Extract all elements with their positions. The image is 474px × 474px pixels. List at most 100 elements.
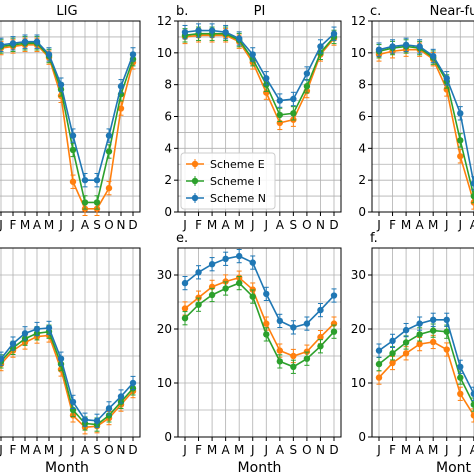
x-tick-label: J — [376, 218, 381, 232]
data-point — [181, 305, 189, 312]
data-point — [208, 27, 216, 34]
series-line — [184, 282, 335, 368]
series-scheme-n — [0, 34, 137, 188]
data-point — [402, 326, 410, 334]
x-tick-label: S — [93, 443, 101, 457]
data-point — [263, 320, 270, 327]
data-point — [470, 180, 474, 187]
y-tick-label: 20 — [157, 322, 172, 336]
data-point — [69, 146, 77, 154]
data-point — [208, 291, 216, 299]
x-tick-label: M — [428, 443, 438, 457]
data-point — [375, 347, 383, 354]
data-point — [290, 363, 297, 370]
y-tick-label: 10 — [351, 46, 366, 60]
data-point — [402, 339, 410, 346]
data-point — [181, 28, 189, 36]
series-line — [378, 48, 474, 204]
x-tick-label: J — [444, 218, 449, 232]
x-tick-label: M — [234, 443, 244, 457]
y-tick-label: 0 — [164, 205, 172, 219]
y-tick-label: 20 — [351, 322, 366, 336]
x-tick-label: A — [276, 218, 285, 232]
series-scheme-e — [181, 28, 338, 131]
y-tick-label: 2 — [164, 173, 172, 187]
data-point — [389, 337, 396, 345]
data-point — [93, 199, 101, 206]
y-tick-label: 4 — [358, 141, 366, 155]
data-point — [33, 325, 41, 333]
y-tick-label: 0 — [164, 430, 172, 444]
data-point — [69, 132, 77, 139]
y-tick-label: 10 — [351, 376, 366, 390]
panel-f: 0102030JFMAMJJASONDMontf. — [351, 231, 474, 474]
y-tick-label: 30 — [157, 268, 172, 282]
data-point — [21, 330, 29, 337]
data-point — [195, 269, 202, 276]
data-point — [443, 328, 450, 335]
data-point — [9, 40, 17, 47]
legend-swatch-marker — [191, 194, 199, 202]
data-point — [235, 279, 243, 287]
data-point — [105, 405, 113, 412]
data-point — [470, 390, 474, 397]
data-point — [129, 51, 137, 58]
y-tick-label: 2 — [358, 173, 366, 187]
series-scheme-i — [375, 323, 474, 412]
y-tick-label: 6 — [358, 110, 366, 124]
data-point — [195, 27, 202, 34]
panel-title: PI — [254, 4, 266, 19]
panel-letter: b. — [176, 4, 188, 19]
x-tick-label: A — [81, 218, 90, 232]
data-point — [330, 30, 338, 37]
data-point — [330, 292, 338, 299]
panel-letter: e. — [176, 231, 188, 246]
data-point — [303, 320, 311, 327]
series-scheme-i — [0, 324, 137, 432]
data-point — [290, 110, 297, 117]
data-point — [181, 315, 189, 322]
data-point — [457, 390, 464, 397]
x-tick-label: N — [316, 218, 325, 232]
y-tick-label: 10 — [157, 46, 172, 60]
legend: Scheme E Scheme I Scheme N — [180, 152, 276, 210]
x-tick-label: J — [250, 443, 255, 457]
data-point — [249, 293, 256, 300]
x-tick-label: F — [195, 443, 202, 457]
data-point — [389, 43, 396, 50]
x-tick-label: S — [290, 443, 298, 457]
data-point — [375, 360, 383, 368]
data-point — [33, 38, 41, 45]
x-tick-label: A — [416, 218, 425, 232]
data-point — [290, 95, 297, 103]
x-tick-label: J — [70, 218, 75, 232]
x-tick-label: J — [376, 443, 381, 457]
axes-frame — [371, 247, 474, 438]
data-point — [317, 306, 324, 314]
x-tick-label: A — [33, 218, 42, 232]
x-tick-label: D — [128, 443, 137, 457]
legend-entry: Scheme I — [186, 175, 261, 188]
data-point — [330, 328, 338, 335]
x-tick-label: N — [117, 218, 126, 232]
x-tick-label: J — [0, 218, 3, 232]
panel-c: 024681012JFMAMJJASONDNear-fuc. — [351, 4, 474, 232]
data-point — [0, 41, 5, 49]
data-point — [181, 279, 189, 287]
data-point — [303, 83, 311, 90]
series-line — [0, 42, 134, 204]
x-tick-label: M — [401, 443, 411, 457]
data-point — [263, 290, 270, 298]
x-tick-label: J — [444, 443, 449, 457]
x-tick-label: J — [58, 443, 63, 457]
data-point — [57, 355, 65, 362]
data-point — [276, 111, 284, 119]
x-tick-label: M — [44, 218, 54, 232]
data-point — [0, 355, 5, 362]
legend-swatch-marker — [191, 160, 199, 168]
legend-label: Scheme I — [210, 175, 261, 188]
x-tick-label: S — [93, 218, 101, 232]
x-tick-label: A — [222, 443, 231, 457]
x-tick-label: A — [81, 443, 90, 457]
data-point — [263, 331, 270, 338]
